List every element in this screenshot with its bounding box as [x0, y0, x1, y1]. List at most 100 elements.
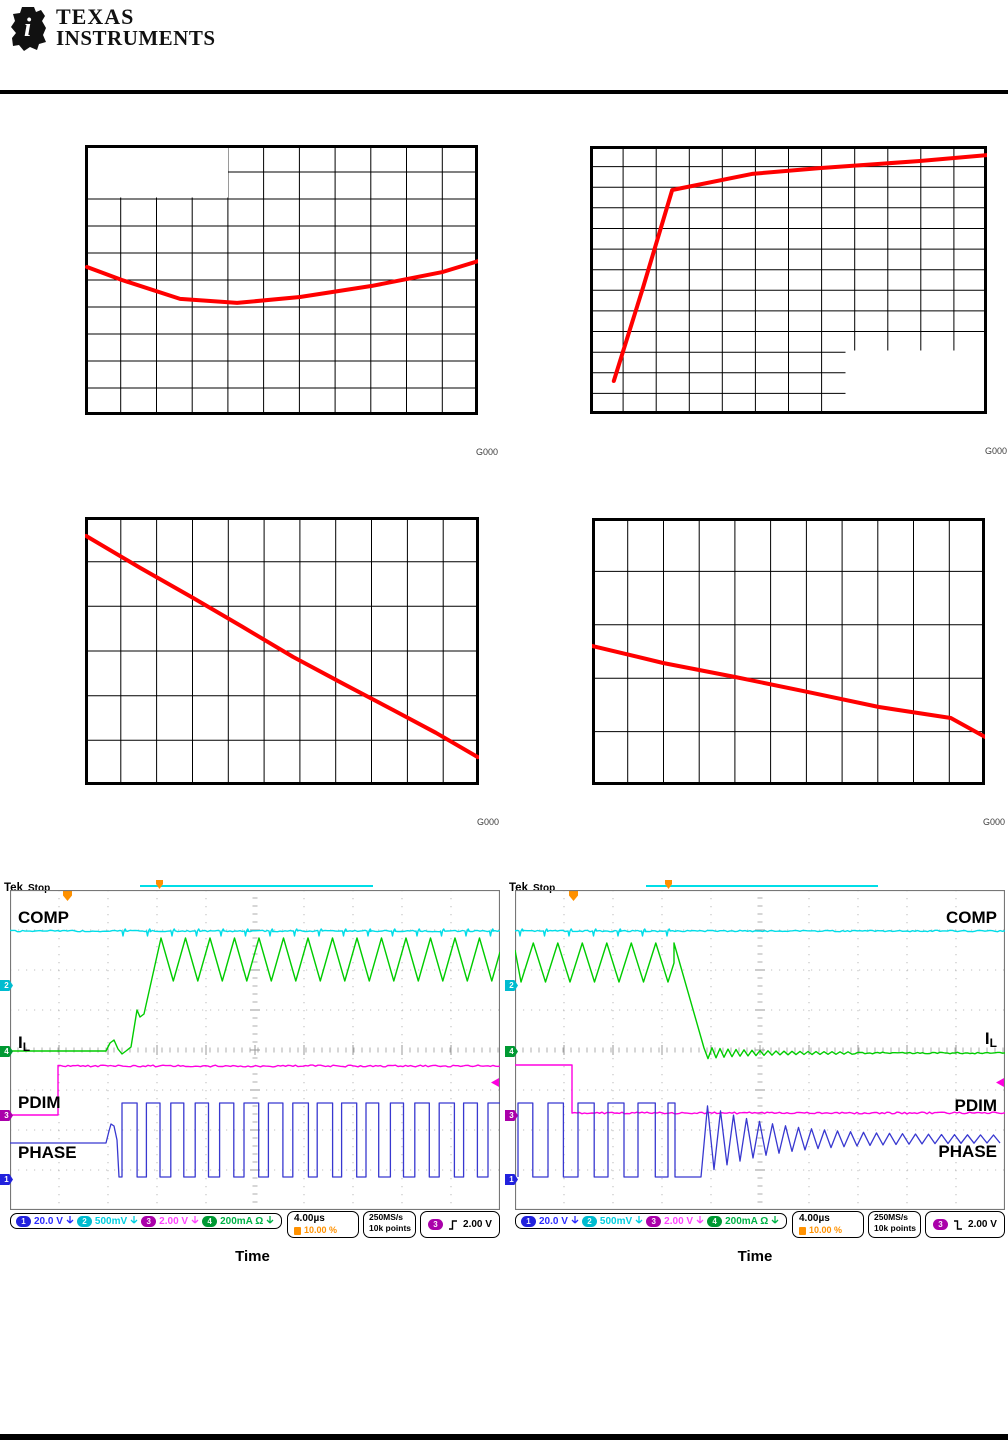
- channel-4-badge: 4: [707, 1215, 723, 1227]
- trigger-position-icon: [799, 1226, 806, 1235]
- bandwidth-arrow-icon: [266, 1216, 274, 1224]
- window-position-marker-icon: [156, 880, 163, 889]
- graph-4: [592, 518, 985, 785]
- sample-rate-readout: 250MS/s: [874, 1212, 909, 1222]
- trigger-edge-rising-icon: [449, 1219, 458, 1230]
- trigger-position-percent: 10.00 %: [304, 1225, 338, 1235]
- ti-logo: i TEXAS INSTRUMENTS: [10, 6, 216, 52]
- scope-graticule: [515, 890, 1005, 1210]
- trigger-box: 3 2.00 V: [925, 1211, 1005, 1238]
- il-label: IL: [984, 1029, 997, 1050]
- oscilloscope-right: Tek Stop 2 4 3 1 COMP IL PDIM PHASE 1 20.0 V 2 500mV 3…: [505, 877, 1008, 1240]
- il-label: IL: [18, 1033, 31, 1054]
- channel-4-badge: 4: [202, 1215, 218, 1227]
- timebase-readout: 4.00µs: [294, 1213, 325, 1224]
- timebase-readout: 4.00µs: [799, 1213, 830, 1224]
- channel-3-badge: 3: [141, 1215, 157, 1227]
- logo-line2: INSTRUMENTS: [56, 26, 216, 50]
- phase-label: PHASE: [938, 1142, 997, 1161]
- pdim-label: PDIM: [18, 1093, 61, 1112]
- timebase-box: 4.00µs 10.00 %: [287, 1211, 359, 1238]
- bandwidth-arrow-icon: [771, 1216, 779, 1224]
- acquisition-box: 250MS/s 10k points: [363, 1211, 416, 1238]
- time-caption-right: Time: [737, 1248, 773, 1265]
- trace-il: [515, 942, 1005, 1060]
- graph-3: [85, 517, 479, 785]
- channel-2-scale-readout: 500mV: [94, 1215, 128, 1227]
- pdim-label: PDIM: [954, 1096, 998, 1115]
- trigger-level-arrow-icon: [491, 1078, 499, 1087]
- header-rule: [0, 90, 1008, 94]
- graph-id-label: G000: [475, 447, 498, 457]
- bandwidth-arrow-icon: [66, 1216, 74, 1224]
- trigger-level-readout: 2.00 V: [463, 1219, 492, 1230]
- sample-rate-readout: 250MS/s: [369, 1212, 404, 1222]
- graph-1: [85, 145, 478, 415]
- trace-phase: [10, 1102, 500, 1178]
- channel-2-marker: 2: [0, 980, 13, 991]
- trigger-position-marker-icon: [569, 891, 578, 901]
- comp-label: COMP: [18, 908, 69, 927]
- oscilloscope-left: Tek Stop 2 4 3 1 COMP IL PDIM PHASE 1 20.0 V 2 500mV 3…: [0, 877, 504, 1240]
- record-length-readout: 10k points: [874, 1223, 917, 1233]
- trigger-box: 3 2.00 V: [420, 1211, 500, 1238]
- trigger-level-readout: 2.00 V: [968, 1219, 997, 1230]
- channel-2-scale-readout: 500mV: [599, 1215, 633, 1227]
- bandwidth-arrow-icon: [696, 1216, 704, 1224]
- trigger-position-readout: 10.00 %: [288, 1225, 358, 1236]
- acquisition-status-label: Stop: [532, 883, 556, 894]
- comp-label: COMP: [946, 908, 997, 927]
- channel-1-badge: 1: [521, 1215, 536, 1227]
- channel-readout-box: 1 20.0 V 2 500mV 3 2.00 V 4 200mA Ω: [10, 1213, 282, 1229]
- phase-label: PHASE: [18, 1143, 77, 1162]
- trigger-position-marker-icon: [63, 891, 72, 901]
- ti-bug-icon: i: [11, 7, 46, 51]
- channel-3-badge: 3: [646, 1215, 662, 1227]
- trace-comp: [515, 928, 1005, 937]
- channel-1-badge: 1: [16, 1215, 31, 1227]
- trigger-position-percent: 10.00 %: [809, 1225, 843, 1235]
- ti-logo-text: TEXAS INSTRUMENTS: [56, 6, 216, 49]
- channel-2-badge: 2: [76, 1215, 92, 1227]
- channel-readout-box: 1 20.0 V 2 500mV 3 2.00 V 4 200mA Ω: [515, 1213, 787, 1229]
- channel-3-scale-readout: 2.00 V: [159, 1215, 189, 1227]
- trigger-level-arrow-icon: [996, 1078, 1004, 1087]
- trigger-position-readout: 10.00 %: [793, 1225, 863, 1236]
- channel-3-badge: 3: [933, 1219, 949, 1230]
- footer-rule: [0, 1434, 1008, 1440]
- graph-id-label: G000: [476, 817, 499, 827]
- trigger-readout-row: 3 2.00 V: [926, 1212, 1004, 1237]
- graph-curve: [85, 534, 479, 760]
- channel-3-scale-readout: 2.00 V: [664, 1215, 694, 1227]
- graph-id-label: G000: [982, 817, 1005, 827]
- trigger-edge-falling-icon: [954, 1219, 963, 1230]
- timebase-box: 4.00µs 10.00 %: [792, 1211, 864, 1238]
- trace-phase: [517, 1102, 1001, 1178]
- trigger-readout-row: 3 2.00 V: [421, 1212, 499, 1237]
- acquisition-box: 250MS/s 10k points: [868, 1211, 921, 1238]
- trace-comp: [10, 928, 500, 937]
- channel-2-badge: 2: [581, 1215, 597, 1227]
- scope-graticule: [10, 890, 500, 1210]
- channel-4-marker: 4: [0, 1046, 13, 1057]
- svg-text:i: i: [24, 13, 32, 42]
- channel-3-marker: 3: [505, 1110, 518, 1121]
- trace-il: [10, 937, 500, 1055]
- bandwidth-arrow-icon: [571, 1216, 579, 1224]
- bandwidth-arrow-icon: [635, 1216, 643, 1224]
- window-position-marker-icon: [665, 880, 672, 889]
- graph-id-label: G000: [984, 446, 1007, 456]
- channel-3-badge: 3: [428, 1219, 444, 1230]
- zoom-window-bar: [140, 885, 373, 887]
- channel-4-marker: 4: [505, 1046, 518, 1057]
- record-length-readout: 10k points: [369, 1223, 412, 1233]
- zoom-window-bar: [646, 885, 878, 887]
- graph-curve: [592, 643, 985, 739]
- bandwidth-arrow-icon: [130, 1216, 138, 1224]
- channel-1-marker: 1: [0, 1174, 13, 1185]
- channel-2-marker: 2: [505, 980, 518, 991]
- channel-4-scale-readout: 200mA Ω: [725, 1215, 769, 1227]
- channel-1-scale-readout: 20.0 V: [34, 1215, 63, 1227]
- channel-1-marker: 1: [505, 1174, 518, 1185]
